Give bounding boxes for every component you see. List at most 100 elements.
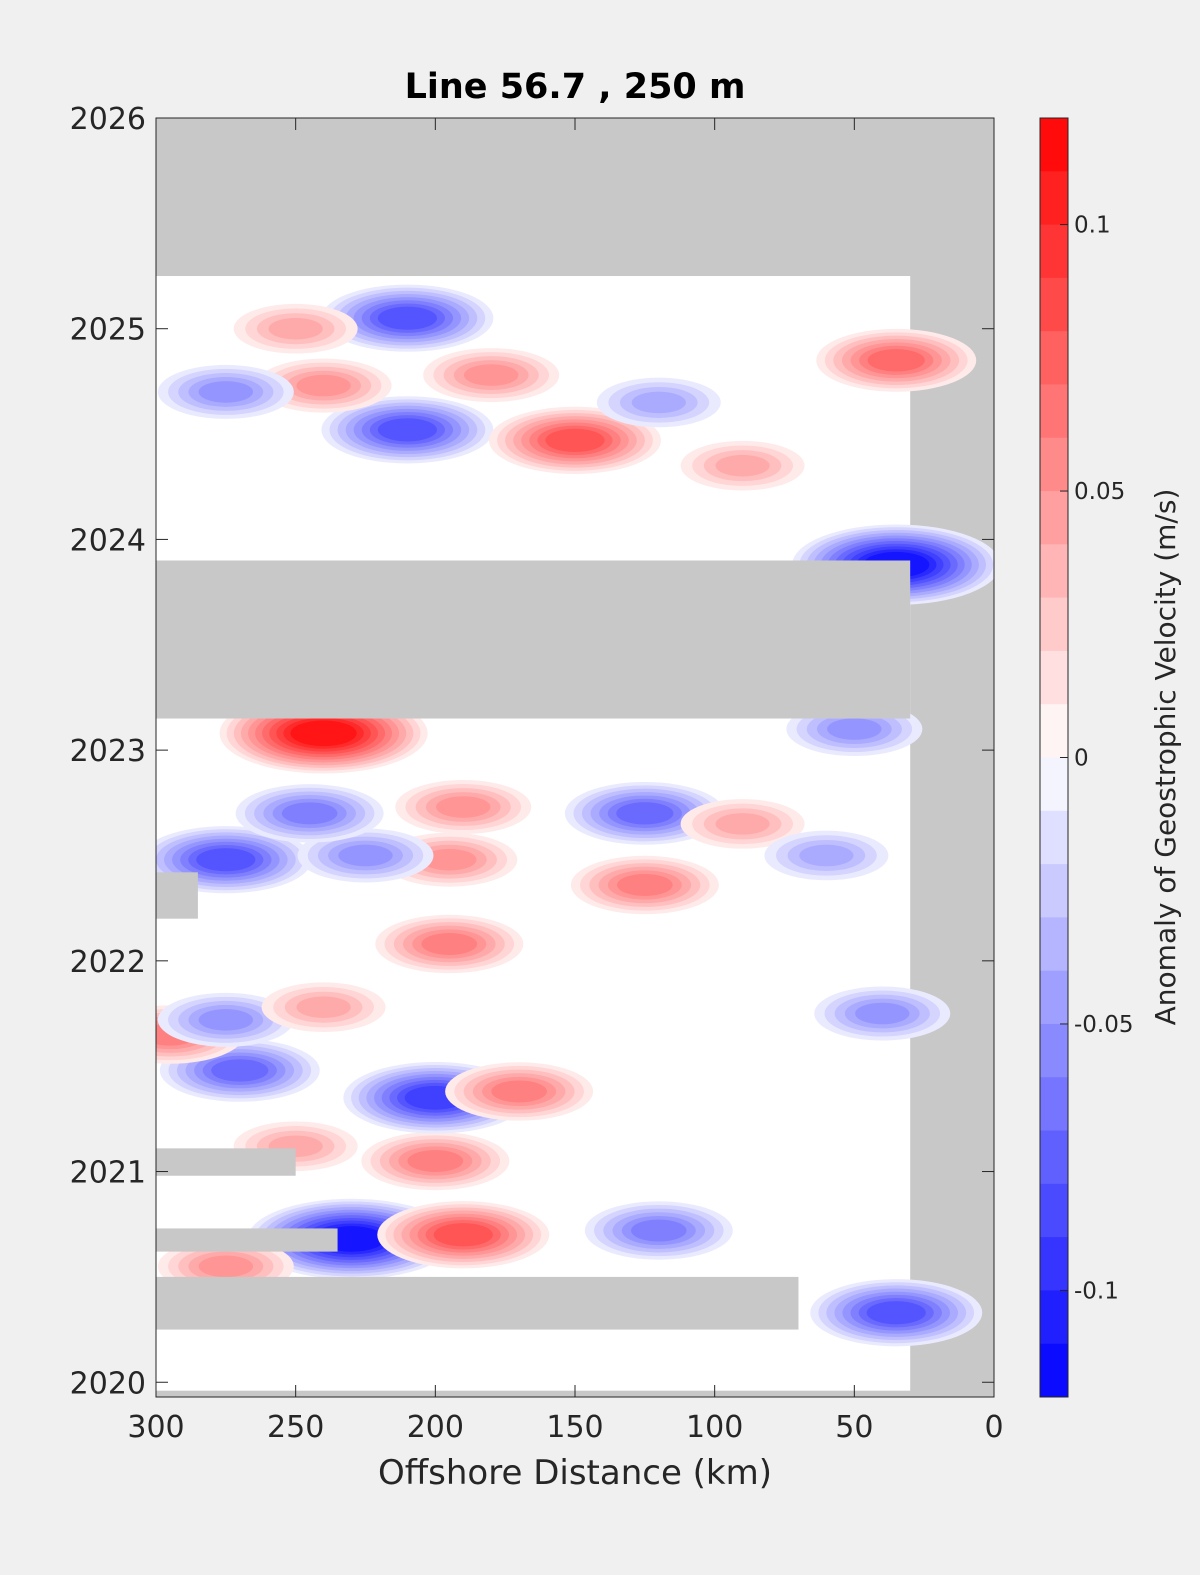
anomaly-feature: [584, 1201, 733, 1260]
anomaly-contour-level: [338, 844, 393, 867]
x-tick-label: 50: [835, 1410, 873, 1445]
missing-data-band: [156, 1148, 296, 1176]
anomaly-contour-level: [491, 1080, 547, 1103]
y-tick-label: 2022: [70, 945, 146, 980]
colorbar-segment: [1040, 1183, 1068, 1238]
colorbar-ticks: 0.1 0.05 0 -0.05 -0.1: [1060, 213, 1134, 1304]
anomaly-feature: [423, 348, 560, 403]
anomaly-feature: [321, 284, 494, 352]
colorbar-segment: [1040, 171, 1068, 226]
anomaly-feature: [570, 855, 719, 915]
x-tick-labels: 300 250 200 150 100 50 0: [127, 1410, 1003, 1445]
missing-data-bands: [156, 560, 911, 1330]
y-tick-labels: 2020 2021 2022 2023 2024 2025 2026: [70, 102, 146, 1401]
colorbar-segment: [1040, 1290, 1068, 1345]
anomaly-contour-level: [377, 306, 437, 330]
anomaly-contour-level: [631, 391, 686, 414]
anomaly-feature: [377, 1201, 550, 1269]
anomaly-feature: [375, 914, 524, 974]
y-tick-label: 2021: [70, 1156, 146, 1191]
colorbar-segment: [1040, 118, 1068, 172]
colorbar: 0.1 0.05 0 -0.05 -0.1 Anomaly of Geostrophic…: [1039, 117, 1182, 1398]
anomaly-contour-level: [407, 1150, 464, 1173]
anomaly-feature: [810, 1279, 983, 1347]
anomaly-contour-level: [211, 1059, 269, 1082]
x-tick-label: 300: [127, 1410, 184, 1445]
anomaly-contour-level: [296, 374, 351, 397]
anomaly-contour-level: [715, 813, 770, 835]
anomaly-contour-level: [715, 454, 770, 477]
anomaly-contour-level: [799, 844, 854, 867]
anomaly-feature: [816, 328, 977, 392]
colorbar-segment: [1040, 917, 1068, 972]
y-tick-marks: [156, 117, 994, 1383]
anomaly-contour-level: [827, 718, 882, 740]
anomaly-contour-level: [464, 364, 519, 386]
missing-data-band: [156, 1276, 799, 1330]
anomaly-contour-level: [867, 349, 925, 372]
anomaly-feature: [233, 303, 358, 354]
missing-data-band: [156, 560, 911, 719]
x-tick-label: 150: [546, 1410, 603, 1445]
anomaly-feature: [596, 377, 721, 428]
anomaly-contour-level: [198, 1009, 254, 1031]
anomaly-contour-level: [422, 848, 477, 871]
colorbar-tick-label: 0.05: [1074, 479, 1125, 505]
colorbar-segments: [1040, 118, 1068, 1398]
colorbar-segment: [1040, 437, 1068, 492]
anomaly-contour-level: [290, 720, 357, 747]
colorbar-segment: [1040, 970, 1068, 1025]
colorbar-segment: [1040, 864, 1068, 918]
colorbar-tick-label: -0.1: [1074, 1278, 1119, 1304]
y-tick-label: 2025: [70, 313, 146, 348]
anomaly-contour-level: [631, 1219, 687, 1242]
anomaly-feature: [235, 784, 384, 843]
anomaly-contour-level: [866, 1301, 926, 1325]
missing-data-band: [156, 872, 198, 919]
anomaly-contour-level: [198, 1255, 254, 1278]
colorbar-segment: [1040, 1343, 1068, 1398]
x-tick-label: 0: [984, 1410, 1003, 1445]
anomaly-feature: [297, 828, 434, 883]
anomaly-contour-level: [433, 1223, 493, 1247]
anomaly-contour-level: [377, 418, 437, 442]
anomaly-feature: [680, 799, 805, 849]
missing-data-band: [156, 1228, 338, 1252]
anomaly-feature: [159, 1039, 320, 1102]
colorbar-tick-label: 0.1: [1074, 213, 1111, 239]
colorbar-segment: [1040, 1023, 1068, 1078]
anomaly-contour-level: [545, 428, 605, 452]
anomaly-contour-level: [268, 317, 323, 340]
colorbar-segment: [1040, 331, 1068, 385]
anomaly-contour-level: [616, 802, 674, 825]
colorbar-segment: [1040, 384, 1068, 439]
x-axis-label: Offshore Distance (km): [378, 1453, 772, 1493]
plot-area: [155, 117, 995, 1398]
anomaly-feature: [361, 1131, 510, 1191]
anomaly-contour-level: [198, 381, 254, 403]
anomaly-feature: [261, 982, 386, 1032]
anomaly-feature: [764, 830, 889, 881]
anomaly-feature: [445, 1062, 594, 1121]
colorbar-segment: [1040, 277, 1068, 332]
x-tick-label: 100: [686, 1410, 743, 1445]
colorbar-tick-label: 0: [1074, 746, 1089, 772]
colorbar-segment: [1040, 1077, 1068, 1132]
y-tick-label: 2026: [70, 102, 146, 137]
anomaly-feature: [321, 396, 494, 464]
anomaly-contour-level: [296, 996, 351, 1018]
colorbar-segment: [1040, 544, 1068, 599]
anomaly-feature: [814, 986, 951, 1041]
anomaly-feature: [489, 406, 661, 474]
anomaly-contour-level: [617, 873, 673, 896]
anomaly-feature: [680, 440, 805, 491]
colorbar-segment: [1040, 757, 1068, 812]
anomaly-contour-level: [855, 1002, 910, 1025]
colorbar-segment: [1040, 491, 1068, 545]
x-tick-label: 250: [267, 1410, 324, 1445]
y-tick-label: 2023: [70, 734, 146, 769]
colorbar-segment: [1040, 597, 1068, 652]
chart-title: Line 56.7 , 250 m: [405, 67, 746, 107]
y-tick-label: 2020: [70, 1366, 146, 1401]
